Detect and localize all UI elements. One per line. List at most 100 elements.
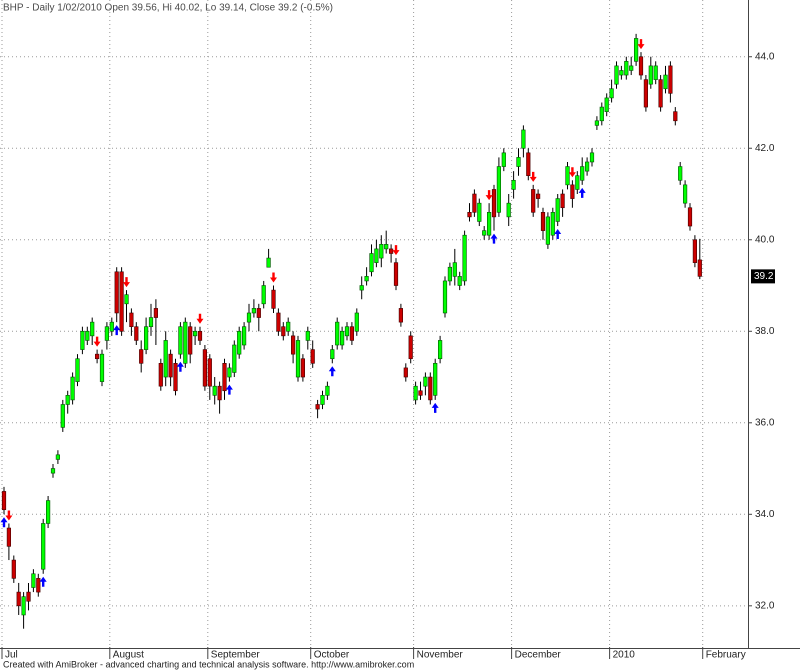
candle-body	[673, 111, 678, 122]
candle-body	[413, 385, 418, 401]
candle-body	[433, 363, 438, 396]
candle-body	[531, 189, 536, 213]
x-tick-label: August	[113, 650, 144, 661]
candle-body	[31, 573, 36, 588]
candle-body	[516, 157, 521, 167]
candle-body	[168, 353, 173, 378]
candle-body	[535, 193, 541, 199]
candle-body	[158, 363, 163, 387]
candle-body	[511, 179, 516, 190]
candle-body	[6, 527, 11, 547]
y-tick-label: 44.0	[755, 51, 775, 62]
candle-body	[614, 65, 619, 85]
candle-body	[697, 259, 702, 277]
y-tick-label: 42.0	[755, 143, 775, 154]
chart-title: BHP - Daily 1/02/2010 Open 39.56, Hi 40.…	[3, 3, 333, 14]
candle-body	[50, 468, 56, 474]
sell-arrow	[196, 313, 204, 324]
candle-body	[295, 340, 301, 378]
candle-body	[477, 202, 482, 222]
candle-body	[565, 166, 570, 186]
candle-body	[217, 385, 222, 401]
sell-arrow	[123, 277, 130, 288]
candle-body	[629, 65, 634, 71]
candle-body	[242, 326, 247, 346]
candle-body	[540, 212, 546, 231]
candle-body	[575, 175, 580, 190]
candle-body	[134, 326, 139, 341]
candle-body	[609, 88, 614, 99]
candle-body	[344, 326, 350, 337]
x-tick-label: November	[417, 650, 464, 661]
candle-body	[619, 70, 624, 76]
candle-body	[526, 152, 531, 177]
candle-body	[153, 308, 159, 318]
candle-body	[491, 189, 497, 218]
candle-body	[570, 184, 575, 199]
buy-arrow	[225, 384, 233, 395]
candle-body	[65, 395, 70, 405]
candle-body	[232, 344, 237, 373]
candle-body	[369, 253, 374, 273]
candle-body	[643, 79, 648, 108]
candle-body	[354, 312, 359, 332]
candle-body	[80, 330, 85, 350]
x-tick-label: October	[314, 650, 350, 661]
candle-body	[349, 326, 355, 341]
candle-body	[124, 294, 129, 305]
candle-body	[144, 326, 149, 350]
candle-body	[393, 262, 399, 286]
candle-body	[496, 166, 502, 213]
candle-body	[423, 376, 428, 387]
candle-body	[457, 276, 462, 286]
candle-body	[75, 358, 80, 382]
candle-body	[246, 312, 252, 323]
candle-body	[202, 349, 208, 387]
candle-body	[580, 166, 585, 181]
sell-arrow	[568, 167, 576, 178]
candle-body	[364, 276, 369, 282]
candle-body	[638, 56, 644, 76]
candle-body	[325, 385, 330, 396]
candle-body	[418, 390, 423, 396]
candle-body	[55, 454, 60, 460]
candle-body	[384, 244, 389, 250]
candle-body	[300, 358, 306, 378]
candle-body	[379, 244, 384, 259]
sell-arrow	[529, 171, 537, 182]
candle-body	[104, 326, 109, 341]
candle-body	[482, 230, 487, 236]
sell-arrow	[5, 510, 13, 521]
candle-body	[271, 289, 276, 309]
x-tick-label: February	[706, 650, 746, 661]
candle-body	[624, 61, 629, 76]
candle-body	[148, 317, 154, 328]
candle-body	[428, 376, 433, 401]
candle-body	[501, 152, 506, 167]
buy-arrow	[431, 402, 439, 413]
candle-body	[330, 349, 335, 360]
candle-body	[599, 106, 604, 122]
candle-body	[99, 353, 105, 382]
x-tick-label: September	[211, 650, 261, 661]
candle-body	[678, 166, 683, 181]
candle-body	[114, 271, 119, 314]
candle-body	[682, 184, 688, 204]
candle-body	[506, 202, 511, 218]
candle-body	[21, 596, 26, 616]
candle-body	[408, 335, 413, 360]
candle-body	[36, 578, 41, 593]
sell-arrow	[392, 245, 400, 256]
candle-body	[374, 248, 379, 263]
candle-body	[173, 363, 178, 392]
candle-body	[286, 321, 291, 332]
candle-body	[403, 367, 408, 378]
candle-body	[315, 404, 320, 410]
candle-body	[16, 591, 21, 607]
candle-body	[589, 152, 595, 163]
x-tick-label: 2010	[613, 650, 636, 661]
candle-body	[139, 349, 144, 364]
candle-body	[310, 349, 315, 364]
candle-body	[653, 65, 658, 80]
